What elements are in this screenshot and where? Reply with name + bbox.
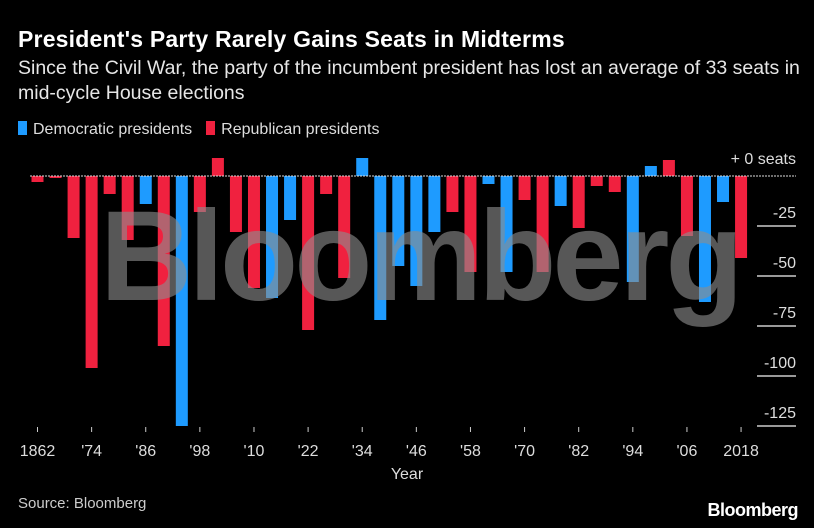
legend-label: Democratic presidents xyxy=(33,121,193,138)
y-tick-label: -75 xyxy=(773,305,796,322)
x-tick-label: 2018 xyxy=(723,443,759,460)
watermark: Bloomberg xyxy=(100,185,740,328)
y-unit-label: + 0 seats xyxy=(731,151,796,168)
bar-2006 xyxy=(680,176,693,236)
bar-2002 xyxy=(662,160,675,176)
bar-1990 xyxy=(608,176,621,192)
bar-2018 xyxy=(735,176,748,258)
bar-1910 xyxy=(247,176,260,288)
bar-1886 xyxy=(139,176,152,204)
x-tick-label: '34 xyxy=(352,443,373,460)
y-tick-label: -25 xyxy=(773,205,796,222)
bar-1874 xyxy=(85,176,98,368)
bar-1914 xyxy=(266,176,279,298)
x-tick-label: '70 xyxy=(514,443,535,460)
legend-swatch-blue xyxy=(18,121,27,135)
bar-1994 xyxy=(626,176,639,282)
x-tick-label: '46 xyxy=(406,443,427,460)
bar-1970 xyxy=(518,176,531,200)
x-tick-label: '74 xyxy=(81,443,102,460)
bar-1974 xyxy=(536,176,549,272)
bar-1978 xyxy=(554,176,567,206)
legend-label: Republican presidents xyxy=(221,121,380,138)
x-tick-label: '58 xyxy=(460,443,481,460)
x-tick-label: '86 xyxy=(135,443,156,460)
x-tick-label: '82 xyxy=(568,443,589,460)
bar-1946 xyxy=(410,176,423,286)
bar-1962 xyxy=(482,176,495,184)
bar-1882 xyxy=(121,176,134,240)
bar-1926 xyxy=(320,176,333,194)
bar-1898 xyxy=(193,176,206,212)
chart-title: President's Party Rarely Gains Seats in … xyxy=(18,26,565,52)
bar-1998 xyxy=(644,166,657,176)
bar-2014 xyxy=(717,176,730,202)
bar-1966 xyxy=(500,176,513,272)
y-tick-label: -50 xyxy=(773,255,796,272)
legend-item-republican: Republican presidents xyxy=(206,121,380,139)
bar-1950 xyxy=(428,176,441,232)
legend: Democratic presidents Republican preside… xyxy=(18,121,380,139)
bar-1954 xyxy=(446,176,459,212)
legend-swatch-red xyxy=(206,121,216,135)
bar-1878 xyxy=(103,176,116,194)
bar-2010 xyxy=(698,176,711,302)
chart-subtitle: Since the Civil War, the party of the in… xyxy=(18,57,800,104)
bar-1958 xyxy=(464,176,477,272)
bar-1866 xyxy=(49,176,62,178)
x-tick-label: '98 xyxy=(189,443,210,460)
x-tick-label: '10 xyxy=(244,443,265,460)
bar-1862 xyxy=(31,176,44,182)
source-note: Source: Bloomberg xyxy=(18,495,147,512)
bar-1922 xyxy=(302,176,315,330)
legend-item-democratic: Democratic presidents xyxy=(18,121,192,139)
x-tick-label: '06 xyxy=(677,443,698,460)
bar-1942 xyxy=(392,176,405,266)
bar-1870 xyxy=(67,176,80,238)
x-axis-label: Year xyxy=(390,466,424,483)
bar-1930 xyxy=(338,176,351,278)
x-tick-label: '22 xyxy=(298,443,319,460)
bar-1906 xyxy=(229,176,242,232)
x-tick-label: 1862 xyxy=(20,443,56,460)
bar-1902 xyxy=(211,158,224,176)
bar-1918 xyxy=(284,176,297,220)
bar-1938 xyxy=(374,176,387,320)
bar-1894 xyxy=(175,176,188,426)
bar-1986 xyxy=(590,176,603,186)
y-tick-label: -125 xyxy=(764,405,796,422)
x-tick-label: '94 xyxy=(622,443,643,460)
bar-1890 xyxy=(157,176,170,346)
y-tick-label: -100 xyxy=(764,355,796,372)
bar-1934 xyxy=(356,158,369,176)
bloomberg-logo: Bloomberg xyxy=(707,500,798,520)
bar-1982 xyxy=(572,176,585,228)
